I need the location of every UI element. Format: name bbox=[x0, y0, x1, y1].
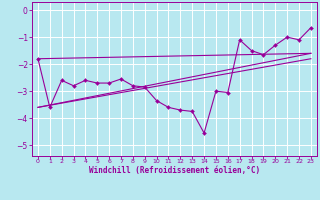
X-axis label: Windchill (Refroidissement éolien,°C): Windchill (Refroidissement éolien,°C) bbox=[89, 166, 260, 175]
